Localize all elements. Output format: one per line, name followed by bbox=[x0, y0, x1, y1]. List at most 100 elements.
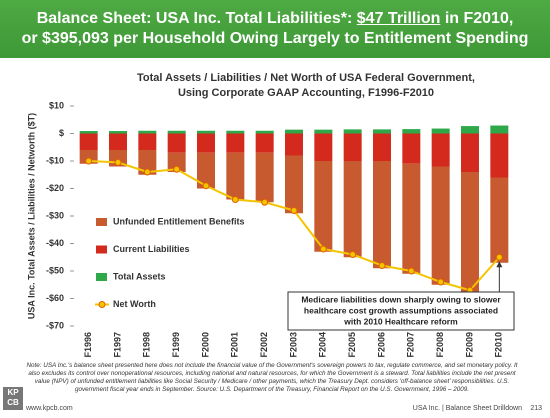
legend-swatch bbox=[96, 218, 107, 226]
bar bbox=[373, 129, 391, 134]
x-tick-label: F2008 bbox=[435, 332, 445, 358]
net-worth-point bbox=[378, 262, 386, 269]
y-axis-label: USA Inc. Total Assets / Liabilities / Ne… bbox=[26, 113, 36, 319]
bar bbox=[314, 161, 333, 252]
bar bbox=[167, 130, 186, 134]
bar bbox=[197, 130, 215, 134]
y-tick-label: -$50 bbox=[46, 265, 64, 275]
y-tick-label: -$60 bbox=[46, 293, 64, 303]
header: Balance Sheet: USA Inc. Total Liabilitie… bbox=[0, 0, 550, 58]
y-tick-label: -$40 bbox=[46, 238, 64, 248]
footer: KP CB www.kpcb.com USA Inc. | Balance Sh… bbox=[0, 387, 550, 418]
x-tick-label: F2006 bbox=[376, 332, 386, 358]
net-worth-point bbox=[319, 245, 327, 253]
header-highlight: $47 Trillion bbox=[356, 10, 441, 27]
net-worth-point bbox=[85, 157, 93, 165]
net-worth-point bbox=[407, 267, 415, 275]
annotation-text: Medicare liabilities down sharply owing … bbox=[301, 294, 501, 304]
bar bbox=[431, 133, 450, 167]
bar bbox=[373, 133, 391, 161]
bar bbox=[226, 152, 245, 200]
y-tick-label: -$20 bbox=[46, 183, 64, 193]
bar bbox=[79, 131, 98, 134]
bar bbox=[461, 172, 479, 296]
x-tick-label: F2004 bbox=[318, 332, 328, 358]
chart-title: Using Corporate GAAP Accounting, F1996-F… bbox=[178, 87, 434, 99]
bar bbox=[490, 125, 509, 134]
bar bbox=[490, 133, 509, 178]
legend-swatch bbox=[96, 245, 107, 254]
net-worth-point bbox=[495, 253, 503, 261]
net-worth-point bbox=[202, 182, 210, 190]
x-tick-label: F2007 bbox=[406, 332, 416, 358]
bar bbox=[343, 161, 362, 258]
legend-label: Unfunded Entitlement Benefits bbox=[113, 216, 245, 226]
y-tick-label: $ bbox=[59, 128, 64, 138]
bar bbox=[197, 133, 215, 153]
net-worth-point bbox=[231, 196, 239, 203]
bar bbox=[490, 177, 509, 263]
x-tick-label: F1998 bbox=[142, 332, 152, 358]
bar bbox=[461, 133, 479, 172]
x-tick-label: F2009 bbox=[464, 332, 474, 358]
bar bbox=[109, 131, 127, 134]
bar bbox=[402, 129, 421, 134]
header-subtitle: or $395,093 per Household Owing Largely … bbox=[21, 30, 529, 47]
bar bbox=[167, 133, 186, 153]
x-tick-label: F2005 bbox=[347, 332, 357, 358]
bar bbox=[197, 152, 215, 189]
logo-top: KP bbox=[7, 388, 19, 397]
bar bbox=[431, 128, 450, 134]
header-title: in F2010, bbox=[440, 10, 514, 27]
legend-marker bbox=[98, 301, 106, 308]
bar bbox=[314, 133, 333, 161]
y-tick-label: -$70 bbox=[46, 320, 64, 330]
bar bbox=[402, 133, 421, 164]
net-worth-point bbox=[349, 251, 357, 258]
legend-swatch bbox=[96, 273, 107, 281]
legend-label: Net Worth bbox=[113, 299, 156, 309]
header-title: Balance Sheet: USA Inc. Total Liabilitie… bbox=[36, 10, 357, 27]
x-tick-label: F2001 bbox=[230, 332, 240, 358]
bar bbox=[285, 155, 303, 214]
bar bbox=[255, 130, 274, 134]
x-tick-label: F1999 bbox=[171, 332, 181, 358]
bar bbox=[314, 129, 333, 134]
bar bbox=[226, 133, 245, 153]
bar bbox=[461, 126, 479, 134]
footer-section: USA Inc. | Balance Sheet Drilldown bbox=[412, 405, 522, 412]
bar bbox=[402, 163, 421, 274]
y-tick-label: -$10 bbox=[46, 155, 64, 165]
x-tick-label: F2002 bbox=[259, 332, 269, 358]
bar bbox=[167, 152, 186, 172]
bar bbox=[138, 130, 157, 134]
page-number: 213 bbox=[530, 405, 542, 412]
bar bbox=[343, 129, 362, 134]
chart-title: Total Assets / Liabilities / Net Worth o… bbox=[137, 72, 475, 84]
bar bbox=[285, 129, 303, 134]
bar bbox=[343, 133, 362, 161]
bar bbox=[79, 133, 98, 150]
net-worth-point bbox=[114, 158, 122, 166]
y-tick-label: -$30 bbox=[46, 210, 64, 220]
annotation-text: with 2010 Healthcare reform bbox=[343, 316, 458, 326]
net-worth-point bbox=[173, 165, 181, 173]
bar bbox=[255, 133, 274, 153]
footer-url: www.kpcb.com bbox=[26, 405, 73, 412]
bar bbox=[226, 130, 245, 134]
net-worth-point bbox=[261, 198, 269, 206]
note: Note: USA Inc.'s balance sheet presented… bbox=[26, 362, 518, 393]
net-worth-point bbox=[437, 278, 445, 286]
x-tick-label: F1996 bbox=[83, 332, 93, 358]
net-worth-point bbox=[143, 168, 151, 176]
x-tick-label: F2003 bbox=[288, 332, 298, 358]
bar bbox=[138, 150, 157, 175]
x-tick-label: F2000 bbox=[200, 332, 210, 358]
logo: KP CB bbox=[3, 387, 23, 410]
logo-bottom: CB bbox=[7, 398, 19, 407]
x-tick-label: F2010 bbox=[494, 332, 504, 358]
annotation-text: healthcare cost growth assumptions assoc… bbox=[304, 305, 498, 315]
bar bbox=[373, 161, 391, 269]
